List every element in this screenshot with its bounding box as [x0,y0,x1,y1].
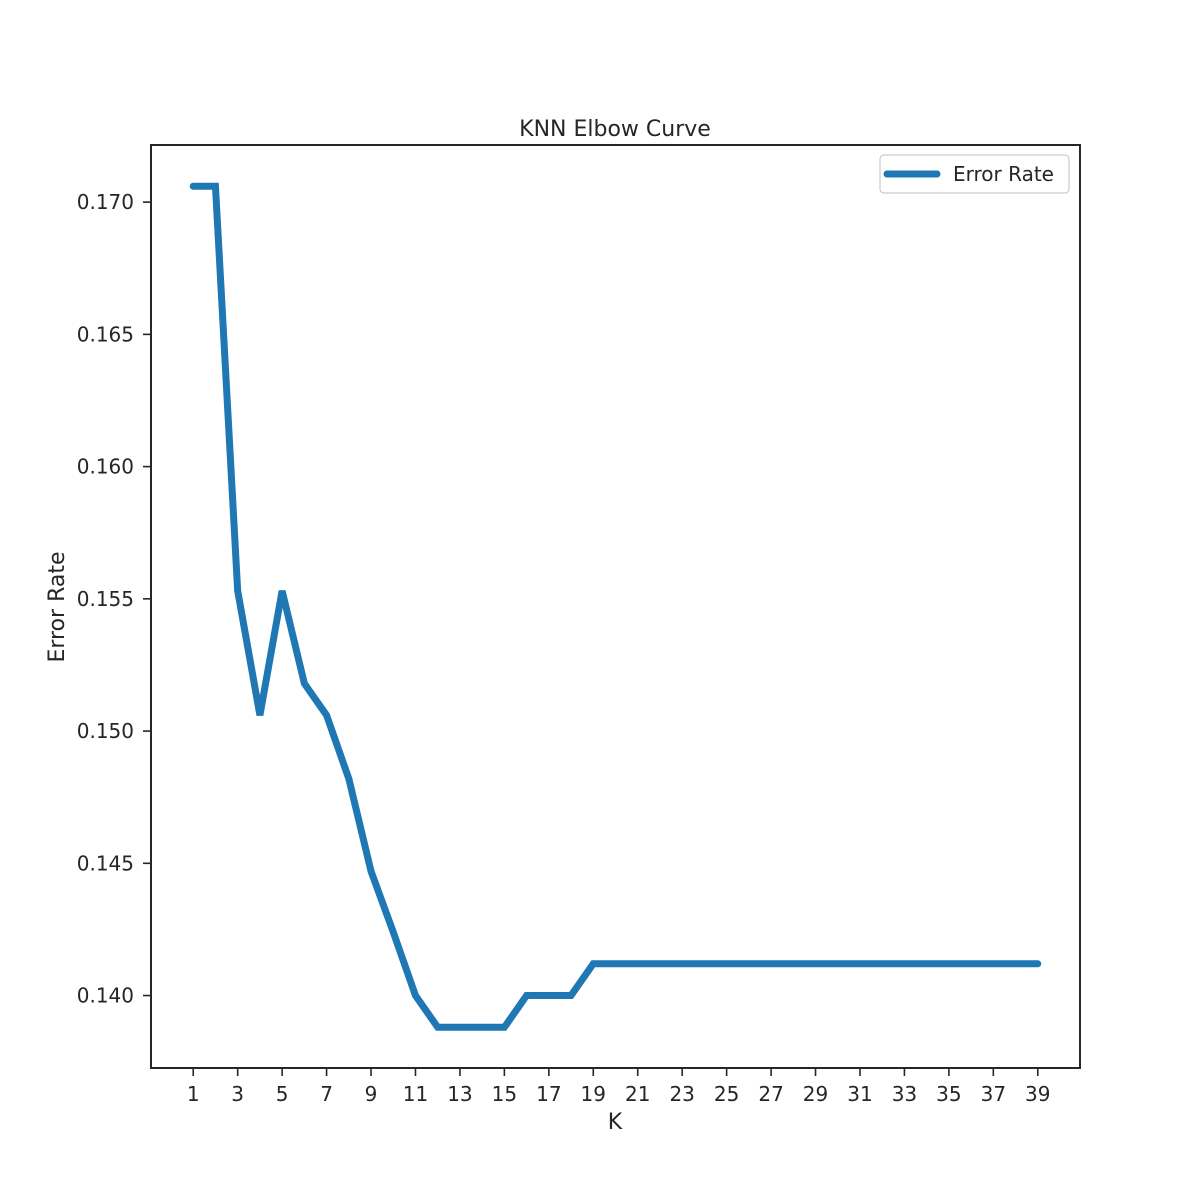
x-tick-label: 37 [981,1082,1006,1106]
legend-box [879,154,1070,194]
x-tick-label: 25 [714,1082,739,1106]
plot-frame [150,144,1081,1069]
x-tick-label: 11 [403,1082,428,1106]
y-tick-label: 0.170 [77,190,134,214]
x-tick-label: 29 [803,1082,828,1106]
y-tick-label: 0.160 [77,455,134,479]
x-tick-label: 1 [187,1082,200,1106]
x-tick-label: 39 [1025,1082,1050,1106]
x-tick-label: 21 [625,1082,650,1106]
x-tick-label: 13 [447,1082,472,1106]
x-tick-label: 9 [365,1082,378,1106]
x-axis: 1 3 5 7 9 11 13 15 17 19 21 23 25 27 29 31 33 35 37 39 [187,1068,1050,1106]
x-tick-label: 31 [847,1082,872,1106]
y-tick-label: 0.155 [77,587,134,611]
x-tick-label: 7 [320,1082,333,1106]
x-tick-label: 27 [758,1082,783,1106]
x-tick-label: 19 [581,1082,606,1106]
y-tick-label: 0.165 [77,322,134,346]
series-layer [189,182,1042,1031]
y-tick-label: 0.145 [77,851,134,875]
series-line-error-rate [189,182,1042,1031]
x-tick-label: 3 [231,1082,244,1106]
x-tick-label: 33 [892,1082,917,1106]
legend-label: Error Rate [953,162,1054,186]
x-tick-label: 5 [276,1082,289,1106]
y-tick-label: 0.140 [77,984,134,1008]
x-tick-label: 15 [492,1082,517,1106]
chart-title: KNN Elbow Curve [519,117,711,142]
y-tick-label: 0.150 [77,719,134,743]
x-tick-label: 23 [669,1082,694,1106]
y-axis: 0.140 0.145 0.150 0.155 0.160 0.165 0.170 [77,190,151,1008]
x-tick-label: 35 [936,1082,961,1106]
x-tick-label: 17 [536,1082,561,1106]
y-axis-label: Error Rate [45,551,70,662]
x-axis-label: K [608,1110,623,1135]
legend: Error Rate [879,154,1070,194]
